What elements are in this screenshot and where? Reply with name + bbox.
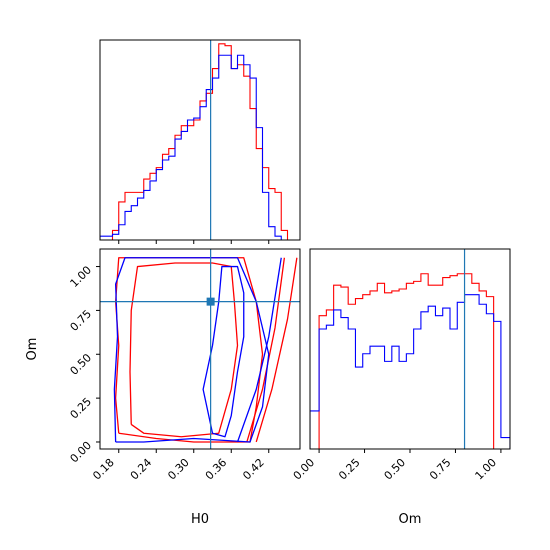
x-tick-label: 0.24 <box>128 456 155 483</box>
y-tick-label: 0.00 <box>68 439 95 466</box>
histogram-series-red <box>100 43 300 240</box>
contour-frame <box>99 248 301 450</box>
om-x-tick-label: 0.25 <box>336 456 363 483</box>
y-tick-label: 0.75 <box>68 307 95 334</box>
contour-line-blue <box>202 265 245 438</box>
h0-marginal-panel <box>99 39 301 244</box>
contour-line-blue <box>113 257 270 443</box>
x-tick-label: 0.42 <box>240 456 267 483</box>
om-x-tick-label: 0.50 <box>382 456 409 483</box>
om-x-tick-label: 0.00 <box>291 456 318 483</box>
contour-panel: 0.18 0.24 0.30 0.36 0.42 0.00 0.25 0.50 0.75 1.0… <box>25 248 301 527</box>
y-tick-label: 0.25 <box>68 395 95 422</box>
x-axis-title-om: Om <box>399 512 422 527</box>
y-axis-title-om: Om <box>25 338 40 361</box>
contour-truth-marker <box>206 297 215 306</box>
histogram-series-red <box>310 273 510 449</box>
om-marginal-frame <box>309 248 511 450</box>
y-tick-label: 0.50 <box>68 351 95 378</box>
contour-line-blue <box>236 257 282 443</box>
x-tick-label: 0.36 <box>203 456 230 483</box>
contour-line-red <box>255 257 298 443</box>
contour-line-red <box>129 262 239 438</box>
h0-marginal-frame <box>99 39 301 241</box>
x-tick-label: 0.18 <box>90 456 117 483</box>
x-axis-title-h0: H0 <box>191 512 209 527</box>
om-x-tick-label: 0.75 <box>427 456 454 483</box>
x-tick-label: 0.30 <box>165 456 192 483</box>
om-marginal-panel: 0.00 0.25 0.50 0.75 1.00 Om <box>291 248 511 527</box>
om-x-tick-label: 1.00 <box>473 456 500 483</box>
y-tick-label: 1.00 <box>68 263 95 290</box>
contour-line-red <box>114 257 264 443</box>
histogram-series-blue <box>310 294 510 449</box>
histogram-series-blue <box>100 54 300 240</box>
